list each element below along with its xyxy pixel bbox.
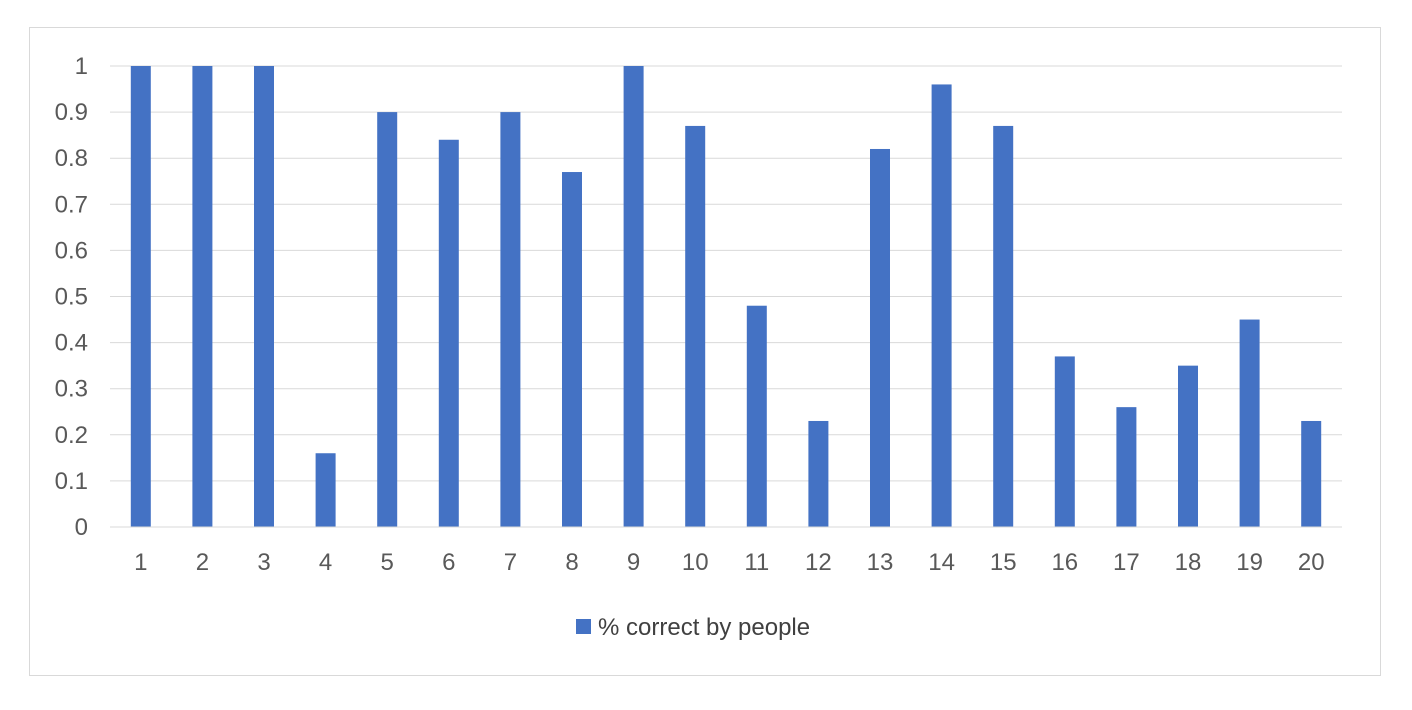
bar	[623, 66, 644, 527]
bar	[1301, 420, 1322, 527]
x-tick-label: 5	[381, 549, 394, 576]
x-tick-label: 2	[196, 549, 209, 576]
y-axis-labels: 0 0.1 0.2 0.3 0.4 0.5 0.6 0.7 0.8 0.9 1	[55, 53, 88, 541]
bar	[870, 148, 890, 528]
bar	[377, 112, 398, 527]
y-tick-label: 0.6	[55, 237, 88, 264]
y-tick-label: 0.1	[55, 468, 88, 495]
x-tick-label: 18	[1175, 549, 1202, 576]
y-tick-label: 0.7	[55, 191, 88, 218]
bar	[746, 305, 767, 527]
x-tick-label: 8	[565, 549, 578, 576]
x-tick-label: 14	[928, 549, 955, 576]
x-tick-label: 6	[442, 549, 455, 576]
legend: % correct by people	[576, 614, 810, 641]
legend-swatch	[576, 619, 591, 634]
bar	[1239, 319, 1260, 527]
bar	[130, 66, 151, 527]
x-tick-label: 19	[1236, 549, 1263, 576]
x-axis-labels: 1 2 3 4 5 6 7 8 9 10 11 12 13 14 15 16 17 18 19 20	[134, 549, 1324, 576]
bar	[438, 139, 459, 527]
y-tick-label: 0.8	[55, 145, 88, 172]
x-tick-label: 1	[134, 549, 147, 576]
bar	[254, 66, 274, 527]
y-tick-label: 0	[75, 514, 88, 541]
bar	[931, 84, 952, 527]
y-tick-label: 0.5	[55, 284, 88, 311]
y-tick-label: 0.2	[55, 422, 88, 449]
x-tick-label: 11	[744, 549, 769, 576]
x-tick-label: 4	[319, 549, 332, 576]
x-tick-label: 15	[990, 549, 1017, 576]
x-tick-label: 17	[1113, 549, 1140, 576]
bar	[500, 112, 521, 527]
bar	[1116, 407, 1137, 527]
x-tick-label: 7	[504, 549, 517, 576]
x-tick-label: 12	[805, 549, 832, 576]
y-tick-label: 0.4	[55, 330, 88, 357]
x-tick-label: 10	[682, 549, 709, 576]
y-tick-label: 1	[75, 53, 88, 80]
bars	[130, 66, 1322, 528]
bar	[685, 125, 706, 528]
x-tick-label: 20	[1298, 549, 1325, 576]
x-tick-label: 16	[1051, 549, 1078, 576]
y-tick-label: 0.9	[55, 99, 88, 126]
bar	[808, 420, 829, 527]
x-tick-label: 3	[257, 549, 270, 576]
legend-label: % correct by people	[598, 614, 810, 641]
gridlines	[110, 65, 1342, 482]
bar	[993, 125, 1014, 528]
bar	[192, 66, 213, 527]
x-tick-label: 9	[627, 549, 640, 576]
bar	[562, 172, 582, 527]
bar	[315, 453, 336, 527]
y-tick-label: 0.3	[55, 376, 88, 403]
bar	[1178, 365, 1198, 527]
x-tick-label: 13	[867, 549, 894, 576]
bar	[1054, 356, 1075, 527]
